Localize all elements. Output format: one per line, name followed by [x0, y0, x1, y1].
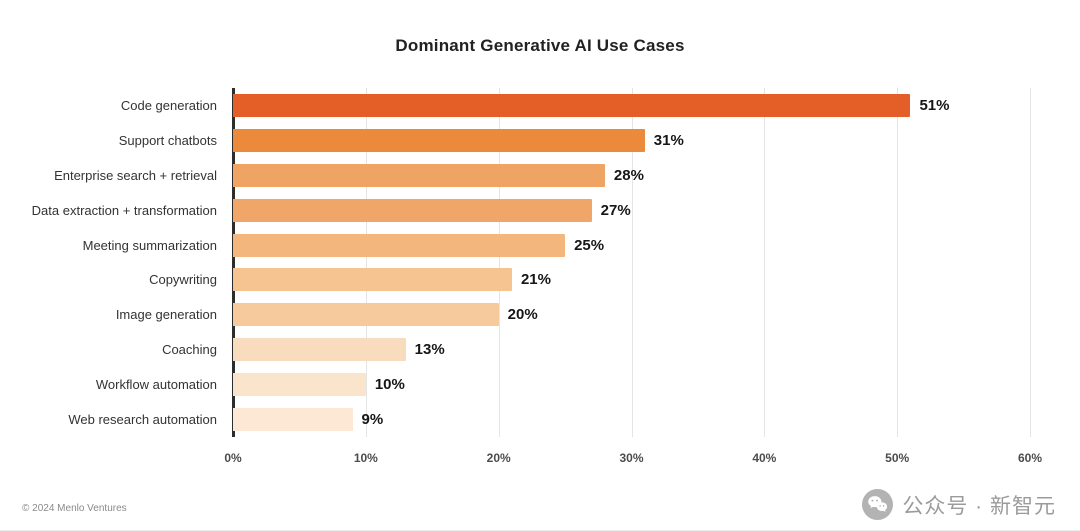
- gridline: [897, 88, 899, 437]
- bar: [233, 233, 566, 257]
- brand-badge: 公众号 · 新智元: [862, 489, 1056, 520]
- bar-zone: 9%: [233, 402, 1030, 437]
- bar-zone: 21%: [233, 263, 1030, 298]
- category-label: Code generation: [120, 97, 217, 113]
- category-label: Workflow automation: [95, 377, 217, 393]
- category-label: Enterprise search + retrieval: [54, 167, 217, 183]
- x-axis: 0% 10% 20% 30% 40% 50% 60%: [224, 451, 1042, 471]
- gridline: [631, 88, 633, 437]
- bar-row: Coaching 13%: [0, 332, 1080, 367]
- bar-zone: 28%: [233, 158, 1030, 193]
- category-label: Data extraction + transformation: [31, 202, 217, 218]
- chart-title: Dominant Generative AI Use Cases: [395, 36, 685, 55]
- bar-row: Code generation 51%: [0, 88, 1080, 123]
- gridline: [764, 88, 766, 437]
- value-label: 13%: [414, 341, 445, 359]
- brand-text: 公众号 · 新智元: [902, 494, 1056, 518]
- bar: [233, 163, 605, 187]
- category-label: Web research automation: [68, 412, 217, 428]
- bar-row: Image generation 20%: [0, 297, 1080, 332]
- bar-zone: 31%: [233, 123, 1030, 158]
- bar-row: Copywriting 21%: [0, 263, 1080, 298]
- bar: [233, 268, 512, 292]
- bar: [233, 93, 911, 117]
- bar-rows: Code generation 51% Support chatbots 31% Ent…: [0, 88, 1080, 437]
- category-label: Meeting summarization: [82, 237, 217, 253]
- bar-row: Web research automation 9%: [0, 402, 1080, 437]
- x-tick-label: 30%: [619, 451, 644, 465]
- bar: [233, 128, 645, 152]
- bar: [233, 373, 366, 397]
- category-label: Coaching: [162, 342, 217, 358]
- value-label: 10%: [374, 376, 405, 394]
- bar-zone: 27%: [233, 193, 1030, 228]
- value-label: 31%: [653, 131, 684, 149]
- bar-chart: Code generation 51% Support chatbots 31% Ent…: [0, 88, 1080, 437]
- bar: [233, 338, 406, 362]
- gridline: [498, 88, 500, 437]
- x-tick-label: 40%: [752, 451, 777, 465]
- grid-layer: [232, 88, 1031, 437]
- category-label: Image generation: [115, 307, 217, 323]
- bar-row: Data extraction + transformation 27%: [0, 193, 1080, 228]
- bar-row: Workflow automation 10%: [0, 367, 1080, 402]
- x-tick-label: 10%: [353, 451, 378, 465]
- bar-row: Enterprise search + retrieval 28%: [0, 158, 1080, 193]
- value-label: 51%: [919, 96, 950, 114]
- gridline: [365, 88, 367, 437]
- x-tick-label: 20%: [486, 451, 511, 465]
- bar-row: Support chatbots 31%: [0, 123, 1080, 158]
- wechat-icon: [862, 489, 894, 520]
- bar-row: Meeting summarization 25%: [0, 228, 1080, 263]
- gridline: [1030, 88, 1031, 437]
- x-tick-label: 0%: [224, 451, 242, 465]
- value-label: 20%: [507, 306, 538, 324]
- copyright-text: © 2024 Menlo Ventures: [22, 503, 127, 514]
- category-label: Copywriting: [149, 272, 217, 288]
- bar-zone: 20%: [233, 297, 1030, 332]
- value-label: 27%: [600, 201, 631, 219]
- value-label: 9%: [361, 411, 384, 429]
- category-label: Support chatbots: [118, 132, 217, 148]
- value-label: 25%: [574, 236, 605, 254]
- x-tick-label: 60%: [1017, 451, 1043, 465]
- x-tick-label: 50%: [885, 451, 910, 465]
- value-label: 28%: [613, 166, 644, 184]
- bar: [233, 303, 499, 327]
- value-label: 21%: [520, 271, 551, 289]
- y-axis-line: [232, 88, 235, 437]
- bar-zone: 10%: [233, 367, 1030, 402]
- bar-zone: 25%: [233, 228, 1030, 263]
- bar-zone: 13%: [233, 332, 1030, 367]
- bar-zone: 51%: [233, 88, 1030, 123]
- bar: [233, 198, 592, 222]
- bar: [233, 408, 353, 432]
